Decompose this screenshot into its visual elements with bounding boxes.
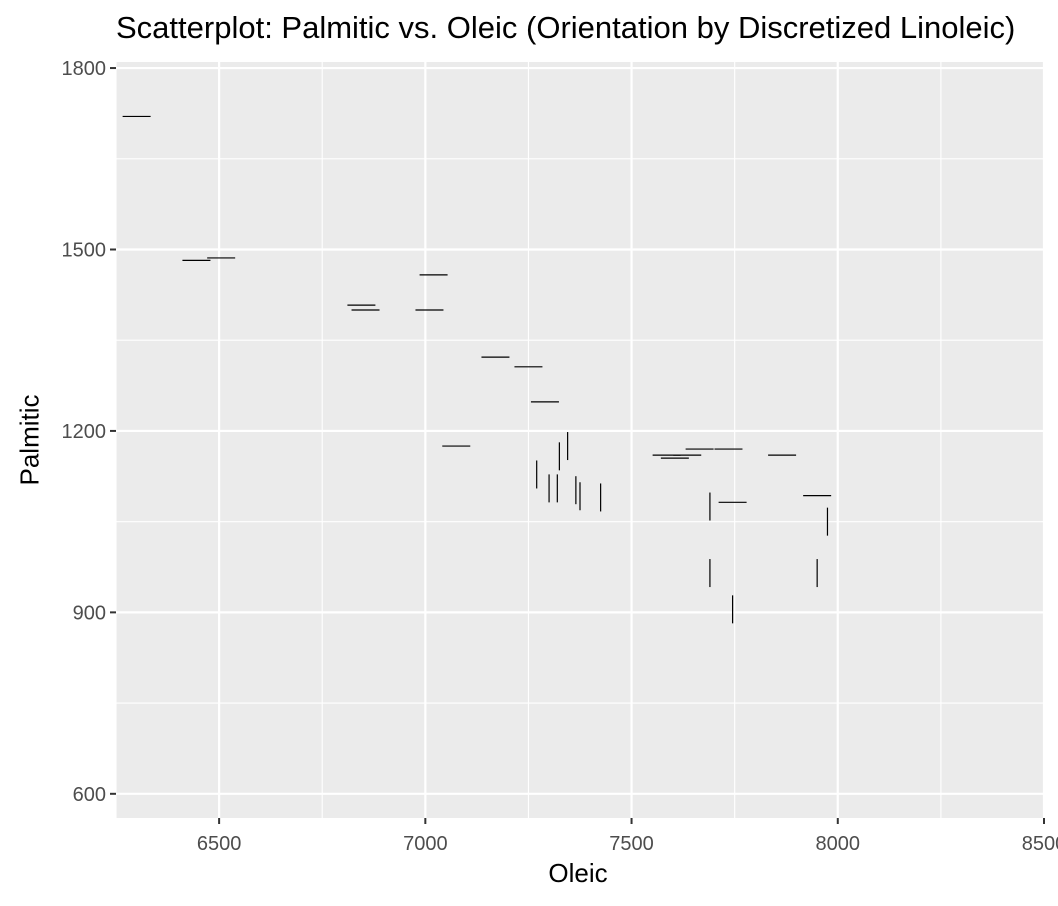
x-tick-label: 7500: [609, 833, 654, 855]
y-axis-label: Palmitic: [14, 394, 45, 486]
major-gridlines: [116, 62, 1046, 818]
x-axis-label: Oleic: [548, 858, 608, 888]
y-tick-label: 900: [73, 602, 106, 624]
data-points: [122, 115, 832, 624]
minor-gridlines: [115, 62, 1044, 818]
x-tick-label: 6500: [197, 833, 242, 855]
plot-panel: [116, 62, 1044, 818]
x-tick-label: 7000: [403, 833, 448, 855]
y-tick-label: 1800: [62, 58, 107, 80]
y-tick-label: 1500: [62, 239, 107, 261]
y-tick-label: 1200: [62, 421, 107, 443]
axis-ticks: 6500 7000 7500 8000 8500 600 900 1200 1500 1800: [62, 58, 1058, 855]
x-tick-label: 8000: [816, 833, 861, 855]
chart-title: Scatterplot: Palmitic vs. Oleic (Orienta…: [116, 10, 1016, 45]
y-tick-label: 600: [73, 784, 106, 806]
x-tick-label: 8500: [1022, 833, 1058, 855]
